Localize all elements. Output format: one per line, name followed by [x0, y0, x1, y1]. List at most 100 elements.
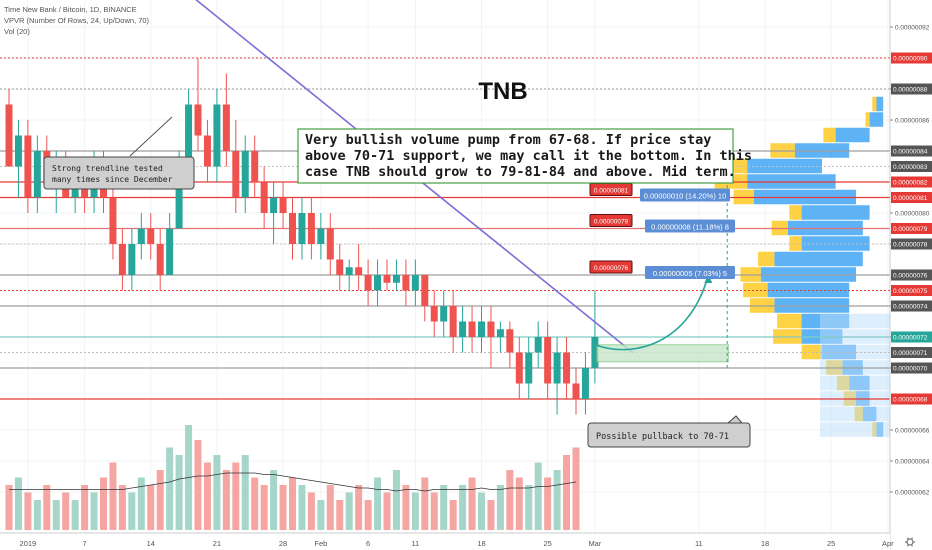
candle-up [298, 197, 306, 260]
candle-body [402, 275, 410, 291]
price-badge-label: 0.00000081 [893, 195, 928, 202]
target-info-text: 0.00000010 (14.20%) 10 [644, 192, 727, 201]
price-badge [891, 331, 932, 343]
volume-bar [289, 477, 296, 530]
volume-profile-down-bar [823, 127, 836, 143]
volume-bar [421, 477, 429, 530]
candle-body [459, 321, 467, 337]
candle-up [411, 259, 419, 306]
main-note: Very bullish volume pump from 67-68. If … [297, 128, 752, 184]
candle-body [364, 275, 372, 291]
volume-bar [402, 485, 410, 530]
candle-down [147, 213, 155, 260]
candle-body [544, 337, 552, 384]
candle-down [402, 259, 410, 306]
candle-up [591, 290, 599, 384]
volume-bar [572, 447, 580, 530]
volume-bar [440, 485, 448, 530]
candle-up [213, 89, 221, 182]
candle-body [355, 267, 363, 275]
target-tag-text: 0.00000076 [594, 265, 629, 272]
x-tick-label: Mar [588, 539, 601, 548]
candle-up [392, 259, 400, 291]
volume-profile-down-bar [743, 282, 768, 298]
trendline-callout: Strong trendline tested many times since … [43, 116, 195, 190]
price-badge-label: 0.00000079 [893, 226, 928, 233]
candle-up [553, 337, 561, 415]
volume-bar [203, 462, 211, 530]
candle-body [581, 368, 589, 399]
volume-bar [71, 500, 79, 530]
candle-down [156, 228, 164, 291]
volume-bar [100, 477, 107, 530]
price-badge-label: 0.00000068 [893, 397, 928, 404]
candle-body [317, 228, 325, 244]
volume-bar [43, 485, 51, 530]
volume-bar [307, 492, 315, 530]
candle-body [478, 321, 485, 337]
candle-body [563, 352, 571, 384]
volume-bar [317, 500, 325, 530]
gear-icon[interactable] [905, 537, 915, 547]
candle-body [175, 166, 183, 229]
volume-profile-down-bar [801, 344, 822, 360]
candle-down [430, 290, 438, 337]
candle-body [232, 151, 240, 198]
candle-body [440, 306, 448, 322]
candle-up [525, 337, 533, 399]
candle-down [260, 166, 268, 229]
volume-bar [459, 485, 467, 530]
candle-up [345, 259, 353, 291]
trendline-callout-box [43, 156, 195, 190]
candle-up [440, 290, 448, 337]
candle-body [241, 151, 249, 198]
gear-icon-tooth[interactable] [910, 544, 914, 547]
candle-down [544, 321, 552, 399]
candle-down [364, 259, 372, 306]
volume-bar [81, 485, 89, 530]
volume-bar [14, 477, 22, 530]
volume-bar [506, 470, 514, 530]
gear-icon-tooth[interactable] [910, 537, 914, 540]
candle-body [468, 321, 476, 337]
callout-pointer [129, 116, 173, 157]
gear-icon-tooth[interactable] [906, 537, 910, 540]
price-badge [891, 145, 932, 157]
volume-bar [383, 492, 391, 530]
volume-profile-up-bar [801, 205, 870, 220]
y-tick-label: 0.00000094 [895, 0, 930, 1]
gear-icon-tooth[interactable] [906, 544, 910, 547]
price-badge [891, 52, 932, 64]
candle-down [203, 120, 211, 182]
trendline[interactable] [0, 0, 634, 354]
volume-profile-down-bar [872, 96, 877, 112]
target-info-badge [640, 188, 730, 202]
candle-body [383, 275, 391, 283]
price-badge-label: 0.00000072 [893, 335, 928, 342]
x-tick-label: Apr [882, 539, 894, 548]
volume-profile-down-bar [789, 236, 802, 251]
target-info-badge [645, 219, 735, 233]
volume-profile-down-bar [777, 313, 802, 329]
candle-down [572, 368, 580, 415]
volume-bar [279, 485, 287, 530]
volume-profile-up-bar [801, 236, 870, 251]
volume-profile-area [820, 344, 890, 360]
target-group: 0.00000079 0.00000008 (11.18%) 8 [589, 214, 735, 233]
volume-bar [336, 500, 344, 530]
volume-bar [355, 485, 363, 530]
x-tick-label: 11 [695, 539, 703, 548]
candle-body [213, 104, 221, 167]
candle-body [137, 228, 145, 244]
candle-down [279, 182, 287, 229]
volume-bar [411, 492, 419, 530]
candle-body [81, 182, 89, 198]
pullback-callout-box [587, 422, 751, 448]
volume-bar [128, 492, 136, 530]
pullback-callout-pointer [726, 415, 744, 424]
y-tick-label: 0.00000080 [895, 211, 930, 218]
candle-down [355, 244, 363, 291]
target-tag-badge [589, 214, 633, 227]
x-tick-label: 25 [827, 539, 835, 548]
